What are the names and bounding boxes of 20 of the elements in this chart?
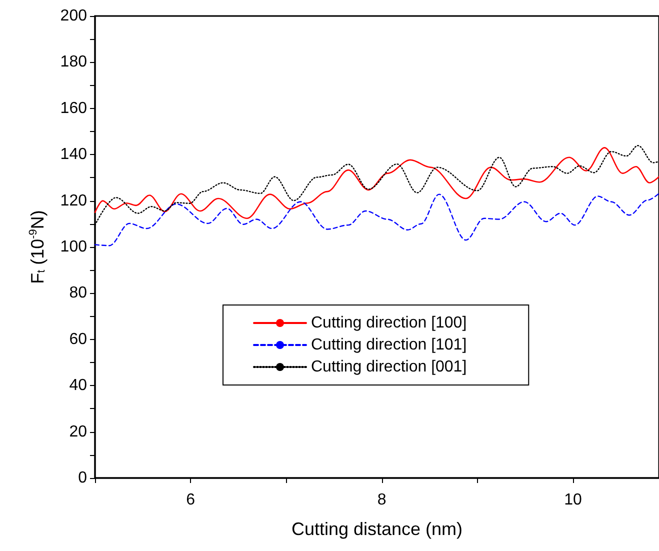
y-tick-label: 180	[60, 54, 88, 71]
y-tick-label: 200	[60, 8, 88, 24]
y-tick-label: 140	[60, 146, 88, 164]
legend-label: Cutting direction [100]	[311, 314, 467, 332]
legend-label: Cutting direction [101]	[311, 336, 467, 354]
y-tick-label: 120	[60, 192, 88, 210]
y-tick-label: 0	[78, 470, 88, 486]
x-tick-label: 10	[564, 492, 582, 508]
x-axis-title: Cutting distance (nm)	[291, 519, 463, 539]
y-tick-label: 40	[69, 377, 88, 394]
y-tick-label: 100	[60, 238, 88, 256]
y-tick-label: 160	[60, 100, 88, 117]
legend-label: Cutting direction [001]	[311, 358, 467, 376]
x-tick-label: 6	[186, 492, 196, 508]
y-tick-label: 60	[69, 330, 88, 348]
x-tick-label: 8	[377, 492, 386, 508]
y-axis-title: Ft (10-9N)	[28, 210, 48, 284]
y-tick-label: 80	[69, 284, 88, 302]
y-tick-label: 20	[69, 423, 88, 440]
line-series	[94, 192, 659, 246]
